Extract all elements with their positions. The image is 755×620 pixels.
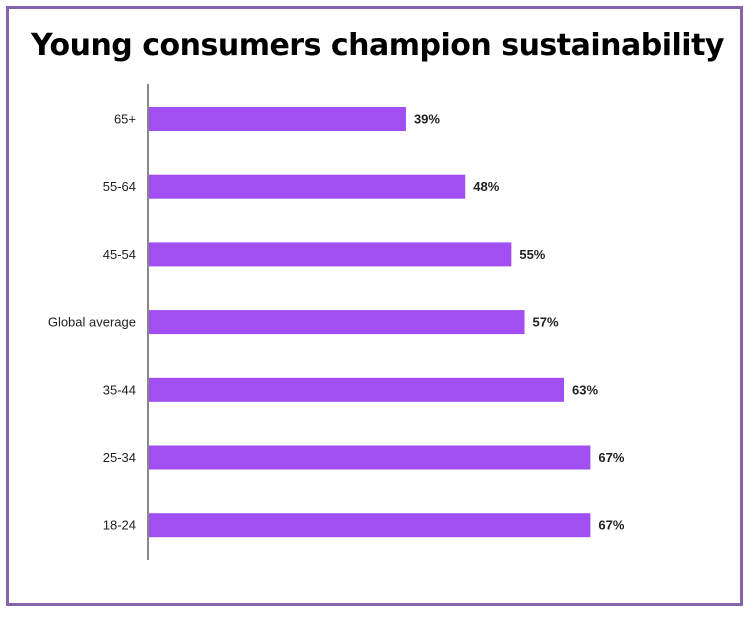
bar [149,174,466,199]
chart-frame [6,6,743,606]
value-label: 48% [473,179,499,194]
value-label: 67% [598,450,624,465]
category-label: 25-34 [103,450,136,465]
value-label: 55% [519,247,545,262]
bar [149,107,406,131]
bar [149,310,525,335]
value-label: 57% [533,315,559,330]
category-label: 45-54 [103,247,136,262]
category-label: 18-24 [103,518,136,533]
bar [149,377,565,402]
value-label: 63% [572,382,598,397]
category-label: 65+ [114,112,136,127]
category-label: 35-44 [103,382,136,397]
category-label: 55-64 [103,179,136,194]
bar [149,513,591,538]
bar [149,242,512,267]
bar [149,445,591,470]
value-label: 39% [414,112,440,127]
chart-title: Young consumers champion sustainability [31,28,724,63]
value-label: 67% [598,518,624,533]
category-label: Global average [48,315,136,330]
